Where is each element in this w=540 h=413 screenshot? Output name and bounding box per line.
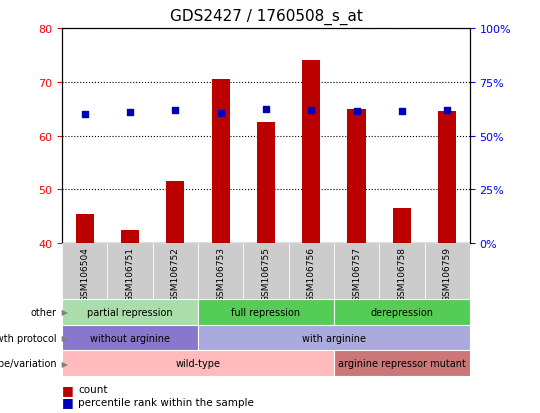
FancyBboxPatch shape bbox=[334, 351, 470, 376]
Text: GSM106757: GSM106757 bbox=[352, 247, 361, 301]
Text: percentile rank within the sample: percentile rank within the sample bbox=[78, 397, 254, 407]
FancyBboxPatch shape bbox=[198, 325, 470, 351]
Point bbox=[217, 110, 225, 117]
Point bbox=[397, 108, 406, 115]
Point bbox=[443, 107, 451, 114]
Text: ▶: ▶ bbox=[59, 333, 69, 342]
FancyBboxPatch shape bbox=[379, 244, 424, 299]
Text: ■: ■ bbox=[62, 395, 74, 408]
Title: GDS2427 / 1760508_s_at: GDS2427 / 1760508_s_at bbox=[170, 9, 362, 25]
Point bbox=[352, 108, 361, 115]
Point bbox=[126, 109, 134, 116]
Text: GSM106751: GSM106751 bbox=[126, 247, 134, 301]
FancyBboxPatch shape bbox=[334, 299, 470, 325]
Text: ▶: ▶ bbox=[59, 359, 69, 368]
Text: derepression: derepression bbox=[370, 307, 433, 317]
Bar bbox=[212, 80, 230, 244]
FancyBboxPatch shape bbox=[62, 244, 107, 299]
Bar bbox=[348, 109, 366, 244]
Text: arginine repressor mutant: arginine repressor mutant bbox=[338, 358, 466, 368]
Bar bbox=[438, 112, 456, 244]
Text: partial repression: partial repression bbox=[87, 307, 173, 317]
Text: ▶: ▶ bbox=[59, 308, 69, 317]
Text: with arginine: with arginine bbox=[302, 333, 366, 343]
FancyBboxPatch shape bbox=[198, 244, 244, 299]
Bar bbox=[76, 214, 94, 244]
FancyBboxPatch shape bbox=[288, 244, 334, 299]
Text: ■: ■ bbox=[62, 383, 74, 396]
Text: other: other bbox=[31, 307, 57, 317]
Bar bbox=[121, 230, 139, 244]
Text: GSM106504: GSM106504 bbox=[80, 247, 89, 301]
Text: growth protocol: growth protocol bbox=[0, 333, 57, 343]
Text: GSM106759: GSM106759 bbox=[443, 247, 451, 301]
Text: GSM106753: GSM106753 bbox=[216, 247, 225, 301]
Point bbox=[171, 107, 180, 114]
Point bbox=[261, 106, 270, 113]
Bar bbox=[166, 182, 185, 244]
FancyBboxPatch shape bbox=[107, 244, 153, 299]
FancyBboxPatch shape bbox=[334, 244, 379, 299]
Text: GSM106755: GSM106755 bbox=[261, 247, 271, 301]
FancyBboxPatch shape bbox=[244, 244, 288, 299]
FancyBboxPatch shape bbox=[198, 299, 334, 325]
Text: without arginine: without arginine bbox=[90, 333, 170, 343]
FancyBboxPatch shape bbox=[424, 244, 470, 299]
Bar bbox=[302, 61, 320, 244]
Text: GSM106752: GSM106752 bbox=[171, 247, 180, 301]
FancyBboxPatch shape bbox=[62, 325, 198, 351]
Bar bbox=[393, 209, 411, 244]
FancyBboxPatch shape bbox=[62, 351, 334, 376]
Text: genotype/variation: genotype/variation bbox=[0, 358, 57, 368]
Point bbox=[80, 112, 89, 118]
Text: count: count bbox=[78, 385, 108, 394]
Text: GSM106758: GSM106758 bbox=[397, 247, 406, 301]
FancyBboxPatch shape bbox=[153, 244, 198, 299]
Bar bbox=[257, 123, 275, 244]
Text: full repression: full repression bbox=[231, 307, 301, 317]
Text: wild-type: wild-type bbox=[176, 358, 220, 368]
Point bbox=[307, 107, 315, 114]
FancyBboxPatch shape bbox=[62, 299, 198, 325]
Text: GSM106756: GSM106756 bbox=[307, 247, 316, 301]
